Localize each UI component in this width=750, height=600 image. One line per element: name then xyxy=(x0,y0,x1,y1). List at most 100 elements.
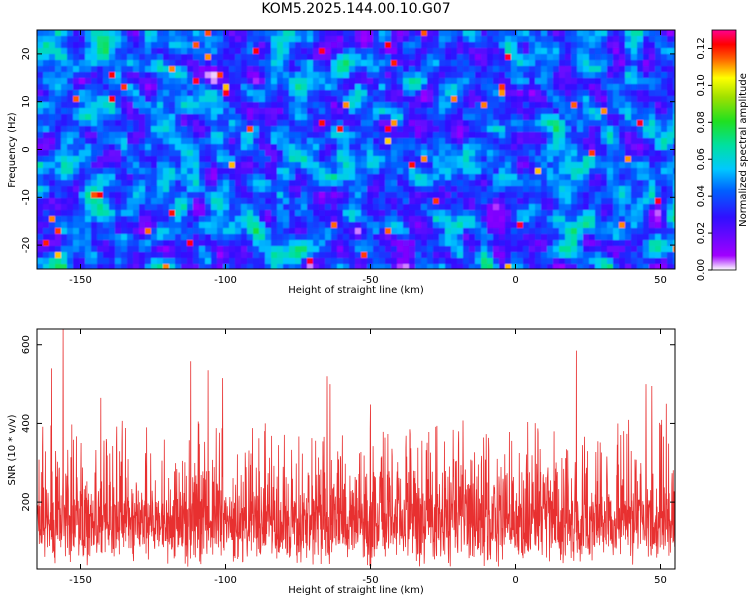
heatmap-cell xyxy=(427,210,434,217)
heatmap-cell xyxy=(649,192,656,199)
heatmap-cell xyxy=(667,138,674,145)
heatmap-cell xyxy=(175,120,182,127)
heatmap-cell xyxy=(367,42,374,49)
heatmap-cell xyxy=(607,246,614,253)
heatmap-cell xyxy=(541,108,548,115)
heatmap-cell xyxy=(391,54,398,61)
heatmap-cell xyxy=(301,228,308,235)
heatmap-cell xyxy=(415,186,422,193)
heatmap-cell xyxy=(229,192,236,199)
heatmap-cell xyxy=(115,198,122,205)
heatmap-cell xyxy=(655,60,662,67)
heatmap-cell xyxy=(469,96,476,103)
heatmap-cell xyxy=(601,162,608,169)
heatmap-cell xyxy=(67,174,74,181)
heatmap-cell xyxy=(259,120,266,127)
heatmap-cell xyxy=(289,198,296,205)
heatmap-cell xyxy=(73,144,80,151)
heatmap-cell xyxy=(241,234,248,241)
heatmap-cell xyxy=(277,168,284,175)
heatmap-cell xyxy=(583,48,590,55)
heatmap-cell xyxy=(307,198,314,205)
heatmap-cell xyxy=(595,102,602,109)
heatmap-cell xyxy=(187,48,194,55)
heatmap-cell xyxy=(295,138,302,145)
heatmap-cell xyxy=(391,210,398,217)
heatmap-cell xyxy=(559,150,566,157)
heatmap-cell xyxy=(403,150,410,157)
heatmap-cell xyxy=(223,258,230,265)
heatmap-cell xyxy=(223,132,230,139)
heatmap-cell xyxy=(307,186,314,193)
heatmap-cell xyxy=(91,180,98,187)
heatmap-cell xyxy=(169,264,176,269)
heatmap-cell xyxy=(535,258,542,265)
heatmap-cell xyxy=(601,126,608,133)
heatmap-cell xyxy=(247,228,254,235)
heatmap-cell xyxy=(289,144,296,151)
heatmap-cell xyxy=(487,84,494,91)
heatmap-cell xyxy=(109,180,116,187)
heatmap-cell xyxy=(151,102,158,109)
heatmap-cell xyxy=(67,162,74,169)
heatmap-cell xyxy=(325,150,332,157)
heatmap-cell xyxy=(565,30,572,37)
heatmap-cell xyxy=(313,228,320,235)
heatmap-cell xyxy=(475,60,482,67)
heatmap-cell xyxy=(97,102,104,109)
heatmap-cell xyxy=(655,198,662,205)
heatmap-cell xyxy=(673,168,675,175)
heatmap-cell xyxy=(643,144,650,151)
heatmap-cell xyxy=(541,72,548,79)
heatmap-cell xyxy=(163,90,170,97)
heatmap-cell xyxy=(301,144,308,151)
heatmap-cell xyxy=(433,222,440,229)
heatmap-cell xyxy=(157,108,164,115)
heatmap-cell xyxy=(151,216,158,223)
heatmap-cell xyxy=(553,114,560,121)
heatmap-cell xyxy=(409,84,416,91)
heatmap-cell xyxy=(589,120,596,127)
heatmap-cell xyxy=(613,222,620,229)
heatmap-cell xyxy=(325,138,332,145)
heatmap-cell xyxy=(67,66,74,73)
heatmap-cell xyxy=(175,48,182,55)
heatmap-cell xyxy=(79,114,86,121)
heatmap-cell xyxy=(523,30,530,37)
heatmap-cell xyxy=(553,186,560,193)
heatmap-cell xyxy=(661,234,668,241)
heatmap-cell xyxy=(211,60,218,67)
heatmap-cell xyxy=(235,90,242,97)
heatmap-cell xyxy=(439,72,446,79)
heatmap-cell xyxy=(307,138,314,145)
heatmap-cell xyxy=(433,198,440,205)
heatmap-cell xyxy=(277,216,284,223)
heatmap-cell xyxy=(643,264,650,269)
heatmap-cell xyxy=(601,48,608,55)
snr-x-axis-label: Height of straight line (km) xyxy=(288,585,424,596)
heatmap-cell xyxy=(367,126,374,133)
heatmap-cell xyxy=(355,186,362,193)
heatmap-cell xyxy=(391,258,398,265)
heatmap-cell xyxy=(109,108,116,115)
heatmap-cell xyxy=(577,168,584,175)
heatmap-cell xyxy=(241,30,248,37)
heatmap-cell xyxy=(343,174,350,181)
heatmap-cell xyxy=(211,198,218,205)
heatmap-cell xyxy=(583,30,590,37)
heatmap-cell xyxy=(541,114,548,121)
heatmap-cell xyxy=(541,66,548,73)
heatmap-cell xyxy=(577,264,584,269)
heatmap-cell xyxy=(601,174,608,181)
heatmap-cell xyxy=(241,54,248,61)
heatmap-cell xyxy=(631,36,638,43)
heatmap-cell xyxy=(391,96,398,103)
heatmap-cell xyxy=(637,120,644,127)
heatmap-cell xyxy=(577,48,584,55)
heatmap-cell xyxy=(463,246,470,253)
heatmap-cell xyxy=(325,186,332,193)
heatmap-cell xyxy=(109,120,116,127)
heatmap-cell xyxy=(523,120,530,127)
heatmap-cell xyxy=(463,240,470,247)
heatmap-y-axis-label: Frequency (Hz) xyxy=(7,112,18,188)
